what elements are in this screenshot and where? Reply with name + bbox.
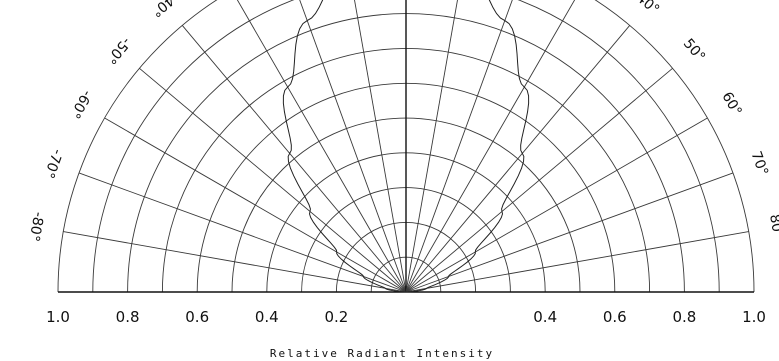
angle-tick-label: 50° [680,36,708,65]
spoke-line [405,0,576,293]
spoke-line [405,0,513,293]
angular-spokes [63,0,749,293]
radial-tick-label-left: 0.4 [255,308,279,326]
angle-tick-label: -40° [148,0,181,20]
x-axis-label: Relative Radiant Intensity [270,347,494,360]
angle-labels: -80°-70°-60°-50°-40°-30°-20°-10°0°10°20°… [25,0,779,243]
spoke-line [354,0,407,293]
angle-tick-label: 40° [633,0,662,18]
spoke-line [405,25,631,293]
angle-tick-label: -60° [66,87,95,121]
radial-tick-labels: 1.0 0.8 0.6 0.4 0.2 0.4 0.6 0.8 1.0 [46,308,766,326]
spoke-line [405,0,458,293]
angle-tick-label: -70° [40,147,65,181]
angle-tick-label: 60° [718,89,744,119]
spoke-line [405,172,734,293]
spoke-line [78,172,407,293]
spoke-line [139,67,407,293]
spoke-line [405,67,673,293]
spoke-line [236,0,407,293]
spoke-line [181,25,407,293]
spoke-line [405,117,708,293]
intensity-series-line [282,0,530,293]
radial-tick-label-left: 1.0 [46,308,70,326]
intensity-curve [282,0,530,293]
radial-tick-label-right: 1.0 [742,308,766,326]
spoke-line [405,231,749,293]
radial-grid-ring [92,0,720,293]
angle-tick-label: 70° [747,149,771,178]
spoke-line [299,0,407,293]
angle-tick-label: 80° [766,213,779,240]
spoke-line [104,117,407,293]
radial-tick-label-left: 0.2 [324,308,348,326]
radial-tick-label-left: 0.8 [116,308,140,326]
radial-grid-ring [57,0,755,293]
spoke-line [63,231,407,293]
radial-tick-label-left: 0.6 [185,308,209,326]
radial-tick-label-right: 0.4 [533,308,557,326]
angle-tick-label: -80° [25,211,46,243]
radial-tick-label-right: 0.6 [603,308,627,326]
radial-tick-label-right: 0.8 [672,308,696,326]
angle-tick-label: -50° [102,34,133,67]
